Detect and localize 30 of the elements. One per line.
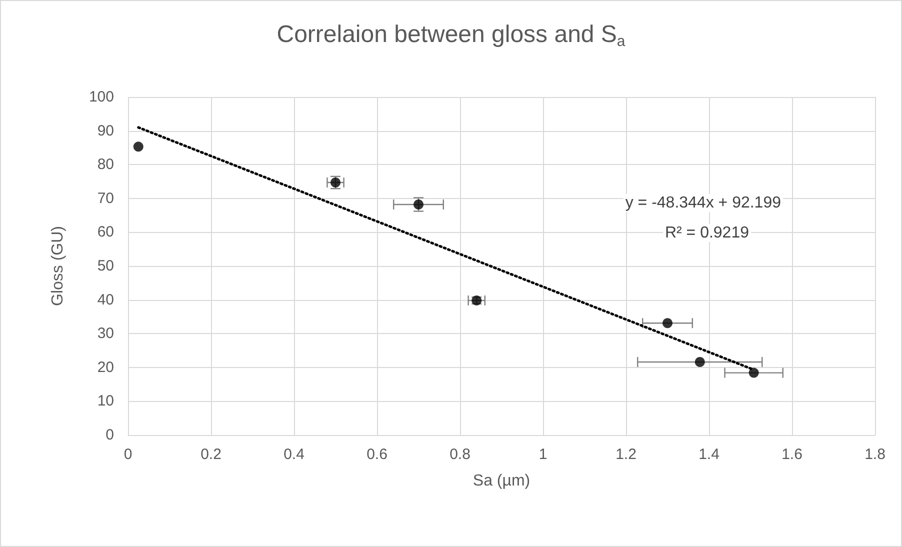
x-tick-label: 1.4 [698, 446, 720, 463]
y-axis-title: Gloss (GU) [50, 226, 66, 306]
x-tick-label: 0.4 [284, 446, 304, 463]
y-tick-label: 10 [97, 392, 114, 410]
y-tick-label: 30 [97, 325, 114, 342]
point [662, 318, 672, 328]
annotation: R² = 0.9219 [664, 224, 750, 242]
point [748, 368, 759, 378]
y-tick-label: 90 [97, 122, 114, 140]
x-tick-label: 1 [538, 446, 548, 463]
x-tick-label: 1.6 [782, 446, 802, 463]
y-tick-label: 50 [97, 258, 114, 274]
point [414, 199, 424, 210]
x-axis-title: Sa (µm) [472, 472, 530, 490]
y-tick-label: 70 [97, 190, 114, 207]
y-tick-label: 0 [106, 426, 114, 444]
y-tick-label: 100 [88, 88, 114, 106]
x-tick-label: 0 [124, 446, 132, 463]
x-tick-label: 0.2 [200, 446, 222, 463]
x-tick-label: 0.8 [450, 446, 470, 463]
y-tick-label: 40 [97, 291, 114, 308]
x-tick-label: 1.2 [616, 446, 636, 463]
y-tick-label: 60 [97, 224, 114, 241]
y-tick-label: 80 [97, 156, 114, 174]
annotation: y = -48.344x + 92.199 [625, 194, 782, 212]
x-tick-label: 0.6 [366, 446, 388, 463]
x-tick-label: 1.8 [864, 446, 886, 463]
point [694, 356, 705, 367]
y-tick-label: 20 [97, 358, 114, 376]
point [133, 142, 144, 152]
